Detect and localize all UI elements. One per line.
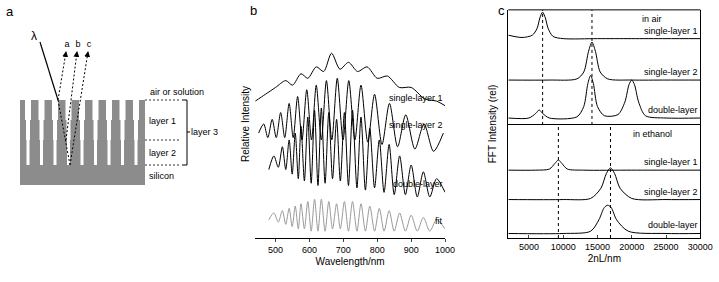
svg-text:in ethanol: in ethanol <box>633 129 672 139</box>
svg-text:b: b <box>75 39 80 49</box>
svg-text:a: a <box>6 4 14 19</box>
svg-text:600: 600 <box>302 245 317 255</box>
svg-text:2nL/nm: 2nL/nm <box>588 253 621 264</box>
svg-text:5000: 5000 <box>519 242 539 252</box>
svg-text:10000: 10000 <box>551 242 576 252</box>
svg-text:single-layer 1: single-layer 1 <box>389 93 443 103</box>
svg-text:single-layer 2: single-layer 2 <box>644 187 698 197</box>
svg-text:double-layer: double-layer <box>648 105 698 115</box>
svg-text:single-layer 1: single-layer 1 <box>644 157 698 167</box>
svg-text:25000: 25000 <box>654 242 679 252</box>
svg-text:800: 800 <box>370 245 385 255</box>
svg-text:20000: 20000 <box>619 242 644 252</box>
svg-text:single-layer 1: single-layer 1 <box>644 26 698 36</box>
svg-text:fit: fit <box>435 216 443 226</box>
svg-text:1000: 1000 <box>435 245 455 255</box>
svg-text:b: b <box>250 3 257 18</box>
svg-text:30000: 30000 <box>688 242 713 252</box>
svg-text:double-layer: double-layer <box>648 220 698 230</box>
svg-text:700: 700 <box>336 245 351 255</box>
svg-text:c: c <box>87 39 92 49</box>
svg-text:in air: in air <box>642 14 662 24</box>
svg-text:single-layer 2: single-layer 2 <box>644 67 698 77</box>
svg-text:15000: 15000 <box>585 242 610 252</box>
svg-text:Relative Intensity: Relative Intensity <box>240 86 251 162</box>
svg-text:λ: λ <box>31 29 37 43</box>
svg-text:double-layer: double-layer <box>393 179 443 189</box>
svg-text:silicon: silicon <box>149 171 174 181</box>
svg-text:single-layer 2: single-layer 2 <box>389 120 443 130</box>
svg-text:900: 900 <box>404 245 419 255</box>
svg-text:layer 1: layer 1 <box>149 116 176 126</box>
svg-text:500: 500 <box>268 245 283 255</box>
svg-text:c: c <box>498 3 505 18</box>
svg-text:a: a <box>64 39 69 49</box>
svg-text:Wavelength/nm: Wavelength/nm <box>316 256 385 267</box>
svg-text:air or solution: air or solution <box>150 87 204 97</box>
svg-text:layer 2: layer 2 <box>149 148 176 158</box>
svg-text:FFT Intensity (rel): FFT Intensity (rel) <box>487 85 498 164</box>
svg-text:layer 3: layer 3 <box>191 127 218 137</box>
